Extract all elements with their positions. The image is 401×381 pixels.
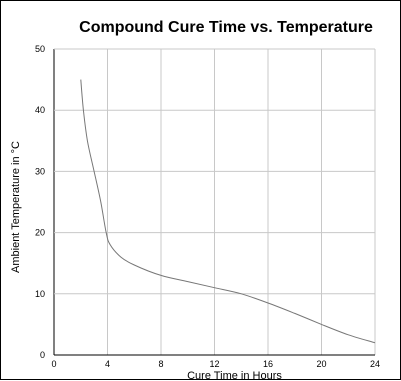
y-tick-label: 0 bbox=[40, 350, 45, 360]
y-tick-label: 20 bbox=[35, 228, 45, 238]
chart-title: Compound Cure Time vs. Temperature bbox=[79, 19, 373, 36]
x-tick-label: 20 bbox=[316, 359, 326, 369]
x-tick-label: 16 bbox=[263, 359, 273, 369]
x-tick-label: 0 bbox=[51, 359, 56, 369]
x-tick-label: 4 bbox=[105, 359, 110, 369]
y-tick-label: 40 bbox=[35, 105, 45, 115]
x-tick-label: 12 bbox=[209, 359, 219, 369]
grid-lines bbox=[53, 48, 376, 356]
x-tick-label: 24 bbox=[370, 359, 380, 369]
x-tick-label: 8 bbox=[158, 359, 163, 369]
tick-labels: 0 4 8 12 16 20 24 0 10 20 30 40 50 bbox=[35, 44, 380, 369]
y-tick-label: 50 bbox=[35, 44, 45, 54]
series-lines bbox=[80, 79, 376, 344]
series-line bbox=[80, 79, 376, 344]
y-tick-label: 30 bbox=[35, 166, 45, 176]
y-axis-label: Ambient Temperature in °C bbox=[10, 141, 22, 273]
y-tick-label: 10 bbox=[35, 289, 45, 299]
x-axis-label: Cure Time in Hours bbox=[187, 370, 282, 381]
